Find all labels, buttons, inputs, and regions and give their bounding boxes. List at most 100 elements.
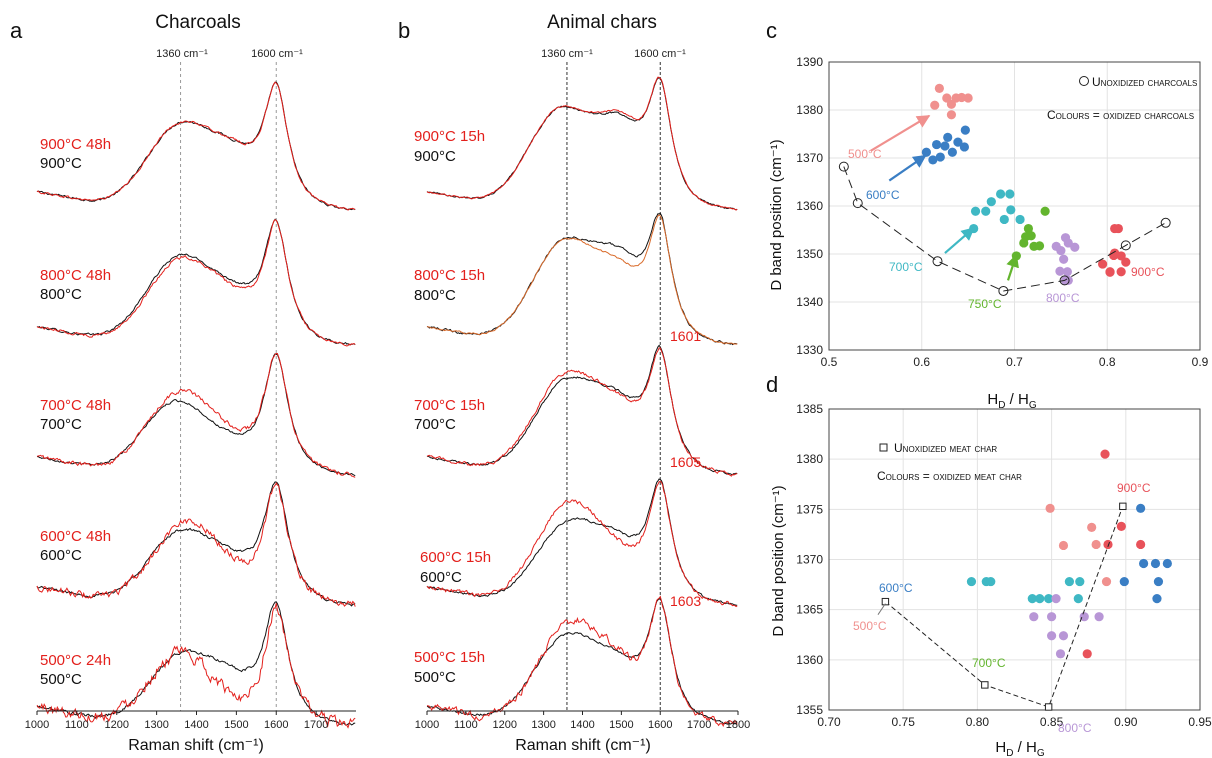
y-tick-label-1370: 1370 (796, 151, 823, 165)
panel-a-label-red-700: 700°C 48h (40, 397, 111, 414)
panel-a-label-black-900: 900°C (40, 155, 82, 172)
point-oxidized-600-0 (921, 147, 931, 157)
point-oxidized-600-4 (1153, 576, 1164, 587)
panel-c-plot: 0.5 0.6 0.7 0.8 0.9 1330 1340 1350 1360 1370 1380 1… (796, 55, 1208, 369)
panel-b-ref-label-1360: 1360 cm⁻¹ (541, 48, 593, 60)
spectrum-unoxidized-500 (426, 598, 738, 725)
point-oxidized-500-0 (1045, 503, 1055, 513)
point-oxidized-600-5 (1152, 594, 1162, 604)
point-oxidized-600-6 (1162, 558, 1172, 569)
point-oxidized-900-3 (1116, 521, 1126, 531)
point-oxidized-700-2 (981, 206, 991, 216)
x-tick-label-1500: 1500 (224, 719, 248, 731)
plot-frame (828, 408, 1201, 711)
point-oxidized-750-3 (1023, 223, 1034, 234)
panel-a-label-black-800: 800°C (40, 286, 82, 303)
point-oxidized-900-4 (1136, 539, 1146, 550)
spectrum-oxidized-900 (36, 81, 356, 211)
spectrum-oxidized-500 (36, 603, 356, 729)
spectrum-oxidized-900 (426, 76, 738, 211)
point-oxidized-700-3 (1027, 594, 1037, 604)
panel-d-label-900: 900°C (1117, 481, 1151, 495)
panel-d-label-800: 800°C (1058, 721, 1092, 735)
unoxidized-trend-line (885, 506, 1124, 708)
panel-b-label-red-900: 900°C 15h (414, 128, 485, 145)
panel-d-label-500: 500°C (853, 619, 887, 633)
x-tick-label-1700: 1700 (687, 719, 711, 731)
panel-b-label-black-600: 600°C (420, 569, 462, 586)
point-oxidized-700-0 (966, 576, 977, 587)
panel-b-x-ticks: 1000 1100 1200 1300 1400 1500 1600 1700 1800 (415, 711, 750, 731)
panel-d-xlabel: HD / HG (995, 739, 1044, 758)
y-tick-label-1375: 1375 (796, 502, 823, 516)
point-oxidized-700-4 (995, 189, 1006, 199)
point-oxidized-600-4 (940, 141, 950, 151)
point-unoxidized-4 (1059, 275, 1070, 286)
panel-c-legend-colours: Colours = oxidized charcoals (1047, 108, 1194, 122)
x-tick-label-1300: 1300 (531, 719, 555, 731)
point-oxidized-800-5 (1070, 242, 1080, 252)
point-oxidized-800-7 (1094, 612, 1104, 622)
point-oxidized-800-1 (1056, 246, 1066, 256)
x-tick-label-1200: 1200 (493, 719, 517, 731)
arrow-600 (888, 154, 927, 182)
spectrum-oxidized-700 (426, 347, 738, 477)
panel-a-label-red-900: 900°C 48h (40, 136, 111, 153)
point-oxidized-900-2 (1103, 539, 1113, 550)
panel-a-xlabel: Raman shift (cm⁻¹) (128, 737, 264, 754)
x-tick-label-0.95: 0.95 (1188, 715, 1212, 729)
point-oxidized-900-4 (1113, 223, 1123, 234)
point-oxidized-500-2 (1087, 522, 1097, 532)
panel-b-label-red-800: 800°C 15h (414, 267, 485, 284)
point-oxidized-700-6 (1064, 576, 1075, 587)
point-oxidized-900-1 (1100, 449, 1110, 459)
panel-a-ref-label-1360: 1360 cm⁻¹ (156, 48, 208, 60)
panel-b-label-red-700: 700°C 15h (414, 397, 485, 414)
panel-c-legend-marker (1079, 76, 1089, 86)
point-unoxidized-2 (1044, 703, 1053, 711)
point-oxidized-800-6 (1055, 266, 1065, 276)
point-oxidized-500-6 (946, 110, 957, 120)
point-oxidized-500-3 (1091, 539, 1101, 550)
panel-c-legend-unoxidized: Unoxidized charcoals (1092, 75, 1197, 89)
panel-b: b Animal chars 1360 cm⁻¹ 1600 cm⁻¹ 1000 1… (398, 12, 750, 754)
y-tick-label-1355: 1355 (796, 703, 823, 717)
panel-c-ylabel: D band position (cm⁻¹) (768, 139, 785, 290)
panel-c-label-800: 800°C (1046, 291, 1080, 305)
x-tick-label-1100: 1100 (65, 719, 89, 731)
x-tick-label-1400: 1400 (570, 719, 594, 731)
y-tick-label-1370: 1370 (796, 553, 823, 567)
x-tick-label-0.5: 0.5 (821, 355, 838, 369)
x-tick-label-0.6: 0.6 (913, 355, 930, 369)
x-tick-label-0.7: 0.7 (1006, 355, 1023, 369)
point-oxidized-750-7 (1040, 206, 1050, 216)
panel-c-label-700: 700°C (889, 260, 923, 274)
point-oxidized-700-1 (970, 206, 981, 216)
point-oxidized-900-8 (1110, 248, 1120, 258)
panel-d-letter: d (766, 372, 778, 397)
y-tick-label-1340: 1340 (796, 295, 823, 309)
point-unoxidized-2 (932, 256, 943, 267)
plot-frame (828, 61, 1201, 351)
x-tick-label-1600: 1600 (648, 719, 672, 731)
y-tick-label-1360: 1360 (796, 653, 823, 667)
point-unoxidized-3 (998, 285, 1009, 296)
point-unoxidized-0 (881, 597, 890, 606)
point-unoxidized-5 (1120, 240, 1131, 251)
x-tick-label-0.85: 0.85 (1040, 715, 1064, 729)
panel-c-label-600: 600°C (866, 188, 900, 202)
y-tick-label-1390: 1390 (796, 55, 823, 69)
panel-a-label-black-700: 700°C (40, 416, 82, 433)
point-oxidized-700-8 (1073, 594, 1083, 604)
x-tick-label-1300: 1300 (144, 719, 168, 731)
panel-a-label-red-500: 500°C 24h (40, 652, 111, 669)
panel-b-plot (426, 62, 738, 728)
spectrum-oxidized-600 (36, 481, 356, 607)
point-oxidized-500-1 (934, 83, 944, 93)
panel-d-ylabel: D band position (cm⁻¹) (770, 485, 787, 636)
point-unoxidized-0 (838, 161, 849, 172)
point-oxidized-800-0 (1029, 612, 1039, 622)
x-tick-label-1000: 1000 (415, 719, 439, 731)
point-oxidized-800-6 (1079, 612, 1089, 622)
